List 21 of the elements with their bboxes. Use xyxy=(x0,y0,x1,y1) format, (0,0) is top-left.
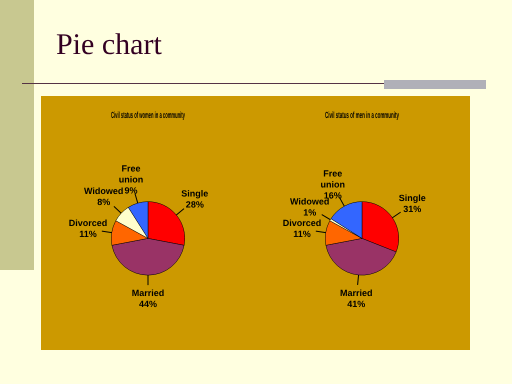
slice-label: Single xyxy=(398,193,426,204)
data-label: 8% xyxy=(97,196,110,207)
data-label: 11% xyxy=(293,228,311,239)
data-label: 28% xyxy=(186,200,204,210)
text: Pie chart xyxy=(56,28,162,62)
data-label: 9% xyxy=(124,186,138,196)
slice-label: Divorced xyxy=(282,218,322,228)
slice-label: Free union xyxy=(320,168,345,190)
chart-title: Civil status of men in a community xyxy=(325,110,400,120)
slice-label: Free union xyxy=(118,164,144,185)
chart-title: Civil status of women in a community xyxy=(111,110,186,120)
data-label: 41% xyxy=(347,298,366,309)
data-label: 1% xyxy=(303,207,316,218)
slice-label: Divorced xyxy=(68,218,108,228)
data-label: 44% xyxy=(138,299,158,310)
data-label: 11% xyxy=(79,228,97,239)
data-label: 31% xyxy=(403,204,422,214)
slice-label: Widowed xyxy=(84,186,124,196)
slice-label: Married xyxy=(132,288,164,298)
slice-label: Single xyxy=(181,188,208,199)
slice-label: Married xyxy=(340,288,373,298)
